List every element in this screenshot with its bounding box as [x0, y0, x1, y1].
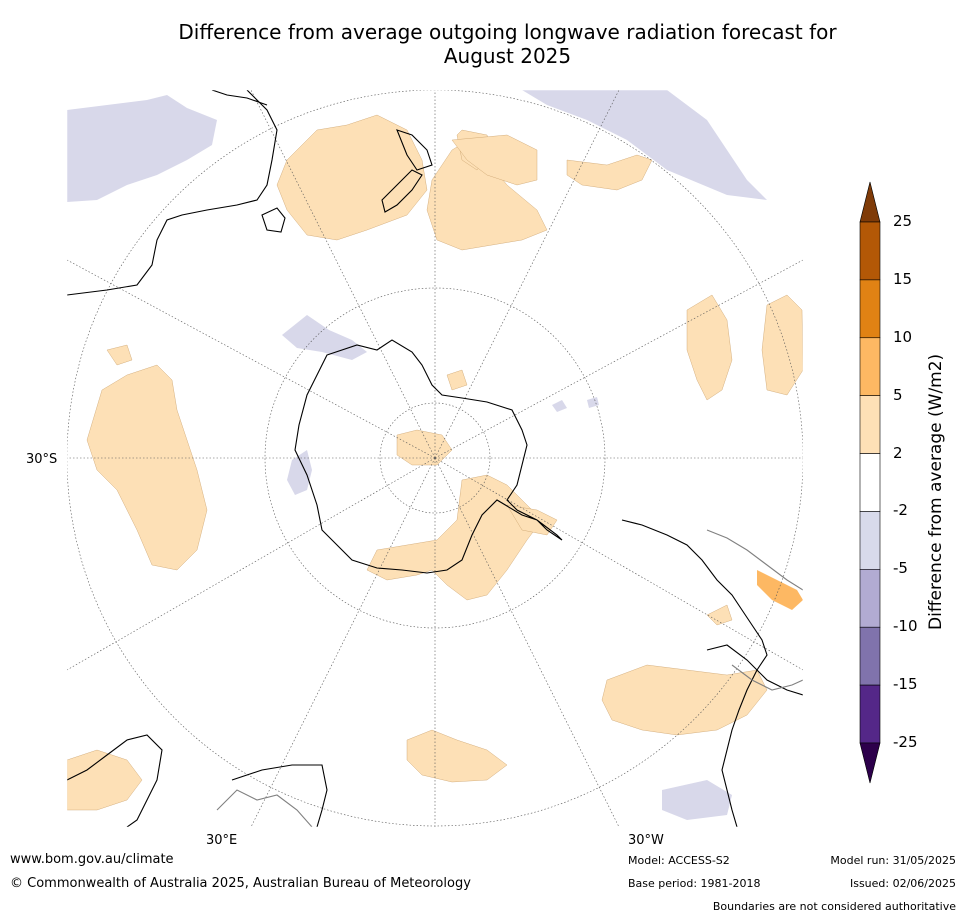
colorbar-block [859, 626, 881, 686]
positive-anomaly-areas [67, 114, 803, 811]
coast-tasmania [261, 207, 286, 233]
coast-antarctica [294, 339, 563, 574]
coast-nz-north [396, 129, 433, 171]
colorbar-block [859, 453, 881, 512]
colorbar-tick-label: 15 [893, 269, 913, 288]
pos-area-small-east [706, 604, 733, 626]
boundaries [216, 529, 803, 827]
footer-website: www.bom.gov.au/climate [10, 852, 174, 867]
page-title: Difference from average outgoing longwav… [70, 20, 945, 68]
coast-nz-south [381, 169, 423, 213]
colorbar-tick-label: -25 [893, 733, 918, 751]
boundary-sa-inner [731, 664, 803, 691]
lat-label-30s: 30°S [26, 452, 58, 467]
boundary-africa-inner [216, 789, 313, 827]
colorbar-tick-label: 5 [893, 385, 903, 404]
polar-map [66, 89, 804, 828]
coast-africa [67, 734, 163, 827]
pos-area-south-africa [67, 749, 143, 811]
colorbar-title: Difference from average (W/m2) [926, 353, 946, 630]
colorbar-tick-label: 2 [893, 443, 903, 462]
colorbar-tick-label: -5 [893, 559, 908, 578]
pos-area-south-indian [406, 729, 508, 783]
pos-area-atlantic [601, 664, 768, 736]
colorbar-graphic [859, 181, 881, 784]
coast-south-america [621, 519, 768, 827]
pos-area-chile-west [686, 294, 733, 401]
coast-australia-top [211, 90, 268, 106]
coastlines [67, 90, 803, 827]
pos-mid-andes [757, 570, 803, 610]
title-line-2: August 2025 [443, 44, 572, 68]
neg-area-small2 [587, 397, 599, 408]
map-canvas [66, 89, 804, 828]
coast-madagascar [231, 764, 328, 827]
footer-copyright: © Commonwealth of Australia 2025, Austra… [10, 876, 471, 891]
lon-label-30w: 30°W [628, 833, 664, 848]
footer-disclaimer: Boundaries are not considered authoritat… [712, 900, 956, 913]
pos-area-peninsula [366, 474, 543, 601]
footer-model-run: Model run: 31/05/2025 [830, 854, 956, 867]
colorbar-block [859, 337, 881, 396]
neg-area-south-atl [662, 780, 732, 820]
colorbar-block [859, 279, 881, 339]
neg-area-pacific-ne [522, 90, 767, 200]
colorbar [850, 180, 965, 785]
colorbar-tick-label: 10 [893, 327, 913, 346]
title-line-1: Difference from average outgoing longwav… [178, 20, 837, 44]
footer-issued: Issued: 02/06/2025 [849, 877, 956, 890]
coast-south-america-east [706, 644, 803, 696]
colorbar-block [859, 569, 881, 628]
pos-area-pacific2 [566, 154, 653, 191]
neg-area-wed-left [287, 450, 312, 495]
colorbar-block [859, 221, 881, 281]
colorbar-block [859, 684, 881, 744]
lon-label-30e: 30°E [206, 833, 238, 848]
pos-area-small-ne [446, 369, 468, 391]
neg-area-small1 [552, 400, 567, 412]
pos-area-pacific1 [451, 134, 538, 186]
pos-area-indian-small [106, 344, 133, 366]
colorbar-tick-label: -10 [893, 617, 918, 636]
negative-anomaly-areas [67, 90, 767, 820]
neg-area-australia-west [67, 95, 217, 202]
colorbar-arrow-bottom [859, 742, 881, 784]
colorbar-tick-label: 25 [893, 212, 913, 230]
colorbar-tick-label: -2 [893, 501, 908, 520]
coast-australia [67, 90, 278, 296]
colorbar-block [859, 511, 881, 570]
pos-area-indian [86, 364, 208, 571]
pos-area-chile-west2 [761, 294, 803, 396]
footer-model: Model: ACCESS-S2 [628, 854, 730, 867]
strong-positive-areas [757, 570, 803, 610]
colorbar-block [859, 395, 881, 454]
boundary-andes [706, 529, 803, 591]
colorbar-tick-label: -15 [893, 675, 918, 694]
footer-base-period: Base period: 1981-2018 [628, 877, 761, 890]
graticule [67, 90, 803, 827]
colorbar-arrow-top [859, 181, 881, 223]
